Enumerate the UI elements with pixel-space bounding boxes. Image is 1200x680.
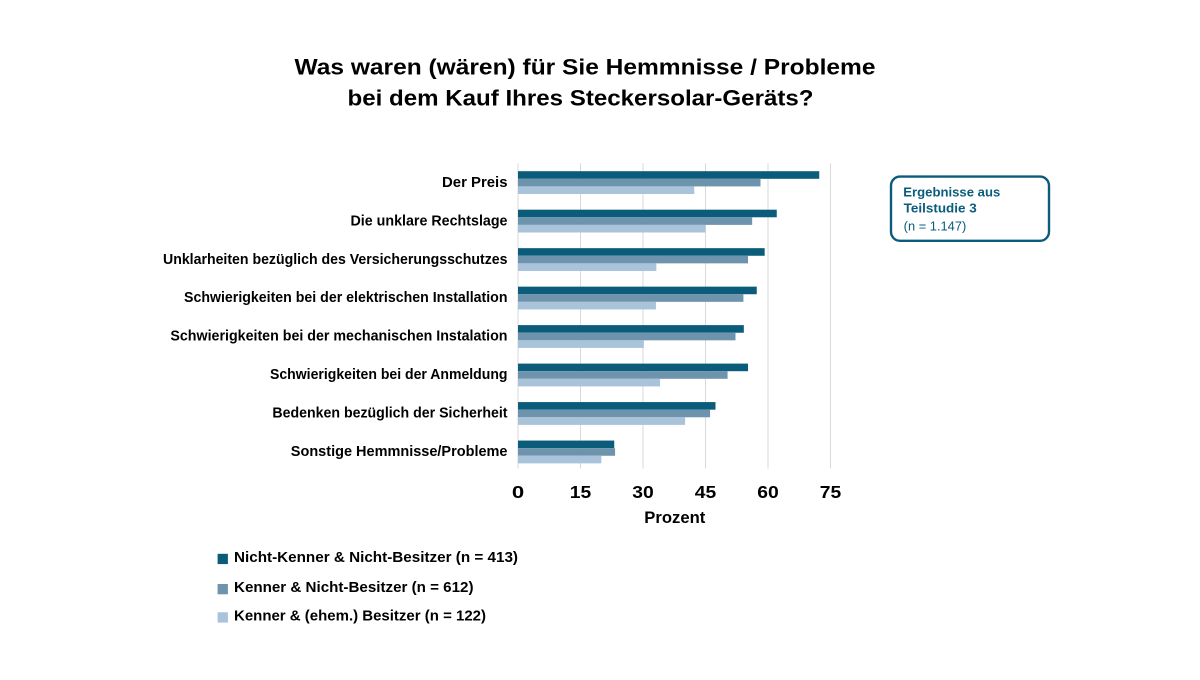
svg-text:15: 15 [570, 482, 592, 502]
svg-text:Schwierigkeiten bei der mechan: Schwierigkeiten bei der mechanischen Ins… [170, 329, 507, 345]
svg-text:Schwierigkeiten bei der Anmeld: Schwierigkeiten bei der Anmeldung [270, 367, 508, 383]
svg-text:Teilstudie 3: Teilstudie 3 [904, 201, 977, 216]
svg-text:Die unklare Rechtslage: Die unklare Rechtslage [351, 213, 508, 229]
svg-text:bei dem Kauf Ihres Steckersola: bei dem Kauf Ihres Steckersolar-Geräts? [348, 86, 814, 111]
svg-text:Der Preis: Der Preis [442, 175, 508, 191]
svg-text:Sonstige Hemmnisse/Probleme: Sonstige Hemmnisse/Probleme [291, 444, 508, 460]
svg-text:Schwierigkeiten bei der elektr: Schwierigkeiten bei der elektrischen Ins… [184, 290, 508, 306]
svg-text:60: 60 [757, 482, 779, 502]
svg-text:Kenner & (ehem.) Besitzer (n =: Kenner & (ehem.) Besitzer (n = 122) [234, 609, 486, 625]
svg-text:Was waren (wären) für Sie Hemm: Was waren (wären) für Sie Hemmnisse / Pr… [295, 54, 876, 79]
svg-text:(n = 1.147): (n = 1.147) [904, 220, 967, 234]
svg-text:Nicht-Kenner & Nicht-Besitzer: Nicht-Kenner & Nicht-Besitzer (n = 413) [234, 550, 518, 566]
svg-text:Ergebnisse aus: Ergebnisse aus [903, 185, 1000, 200]
svg-text:30: 30 [632, 482, 654, 502]
svg-text:Kenner & Nicht-Besitzer (n = 6: Kenner & Nicht-Besitzer (n = 612) [234, 580, 474, 596]
svg-text:0: 0 [512, 482, 525, 502]
svg-text:Prozent: Prozent [644, 508, 705, 527]
svg-text:Unklarheiten bezüglich des Ver: Unklarheiten bezüglich des Versicherungs… [163, 252, 508, 268]
svg-text:45: 45 [695, 482, 717, 502]
svg-text:Bedenken bezüglich der Sicherh: Bedenken bezüglich der Sicherheit [272, 406, 507, 422]
svg-text:75: 75 [820, 482, 842, 502]
